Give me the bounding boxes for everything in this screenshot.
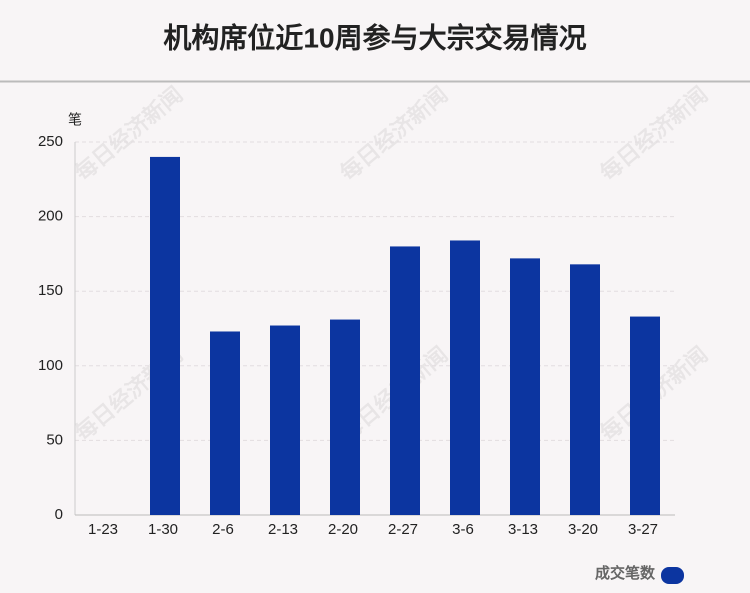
x-tick-label: 2-20 bbox=[328, 521, 358, 538]
y-tick-label: 150 bbox=[38, 282, 63, 299]
x-tick-label: 3-6 bbox=[452, 521, 474, 538]
y-tick-label: 250 bbox=[38, 133, 63, 150]
bar bbox=[390, 246, 420, 515]
bar bbox=[450, 240, 480, 516]
y-unit: 笔 bbox=[68, 112, 82, 128]
bar bbox=[210, 331, 240, 515]
legend-label: 成交笔数 bbox=[595, 564, 656, 582]
x-tick-label: 1-23 bbox=[88, 521, 118, 538]
x-tick-label: 1-30 bbox=[148, 521, 178, 538]
chart-title: 机构席位近10周参与大宗交易情况 bbox=[163, 21, 586, 53]
bar bbox=[150, 156, 180, 516]
bar bbox=[570, 264, 600, 515]
x-tick-label: 3-20 bbox=[568, 521, 598, 538]
y-tick-label: 200 bbox=[38, 208, 63, 225]
bar bbox=[510, 258, 540, 515]
legend-swatch bbox=[661, 567, 684, 584]
x-tick-label: 3-27 bbox=[628, 521, 658, 538]
bar bbox=[630, 316, 660, 515]
x-tick-label: 2-6 bbox=[212, 521, 234, 538]
x-tick-label: 2-27 bbox=[388, 521, 418, 538]
y-tick-label: 0 bbox=[55, 506, 63, 523]
x-tick-label: 3-13 bbox=[508, 521, 538, 538]
y-tick-label: 50 bbox=[46, 431, 63, 448]
x-tick-label: 2-13 bbox=[268, 521, 298, 538]
bar bbox=[330, 319, 360, 515]
bar bbox=[270, 325, 300, 515]
y-tick-label: 100 bbox=[38, 357, 63, 374]
